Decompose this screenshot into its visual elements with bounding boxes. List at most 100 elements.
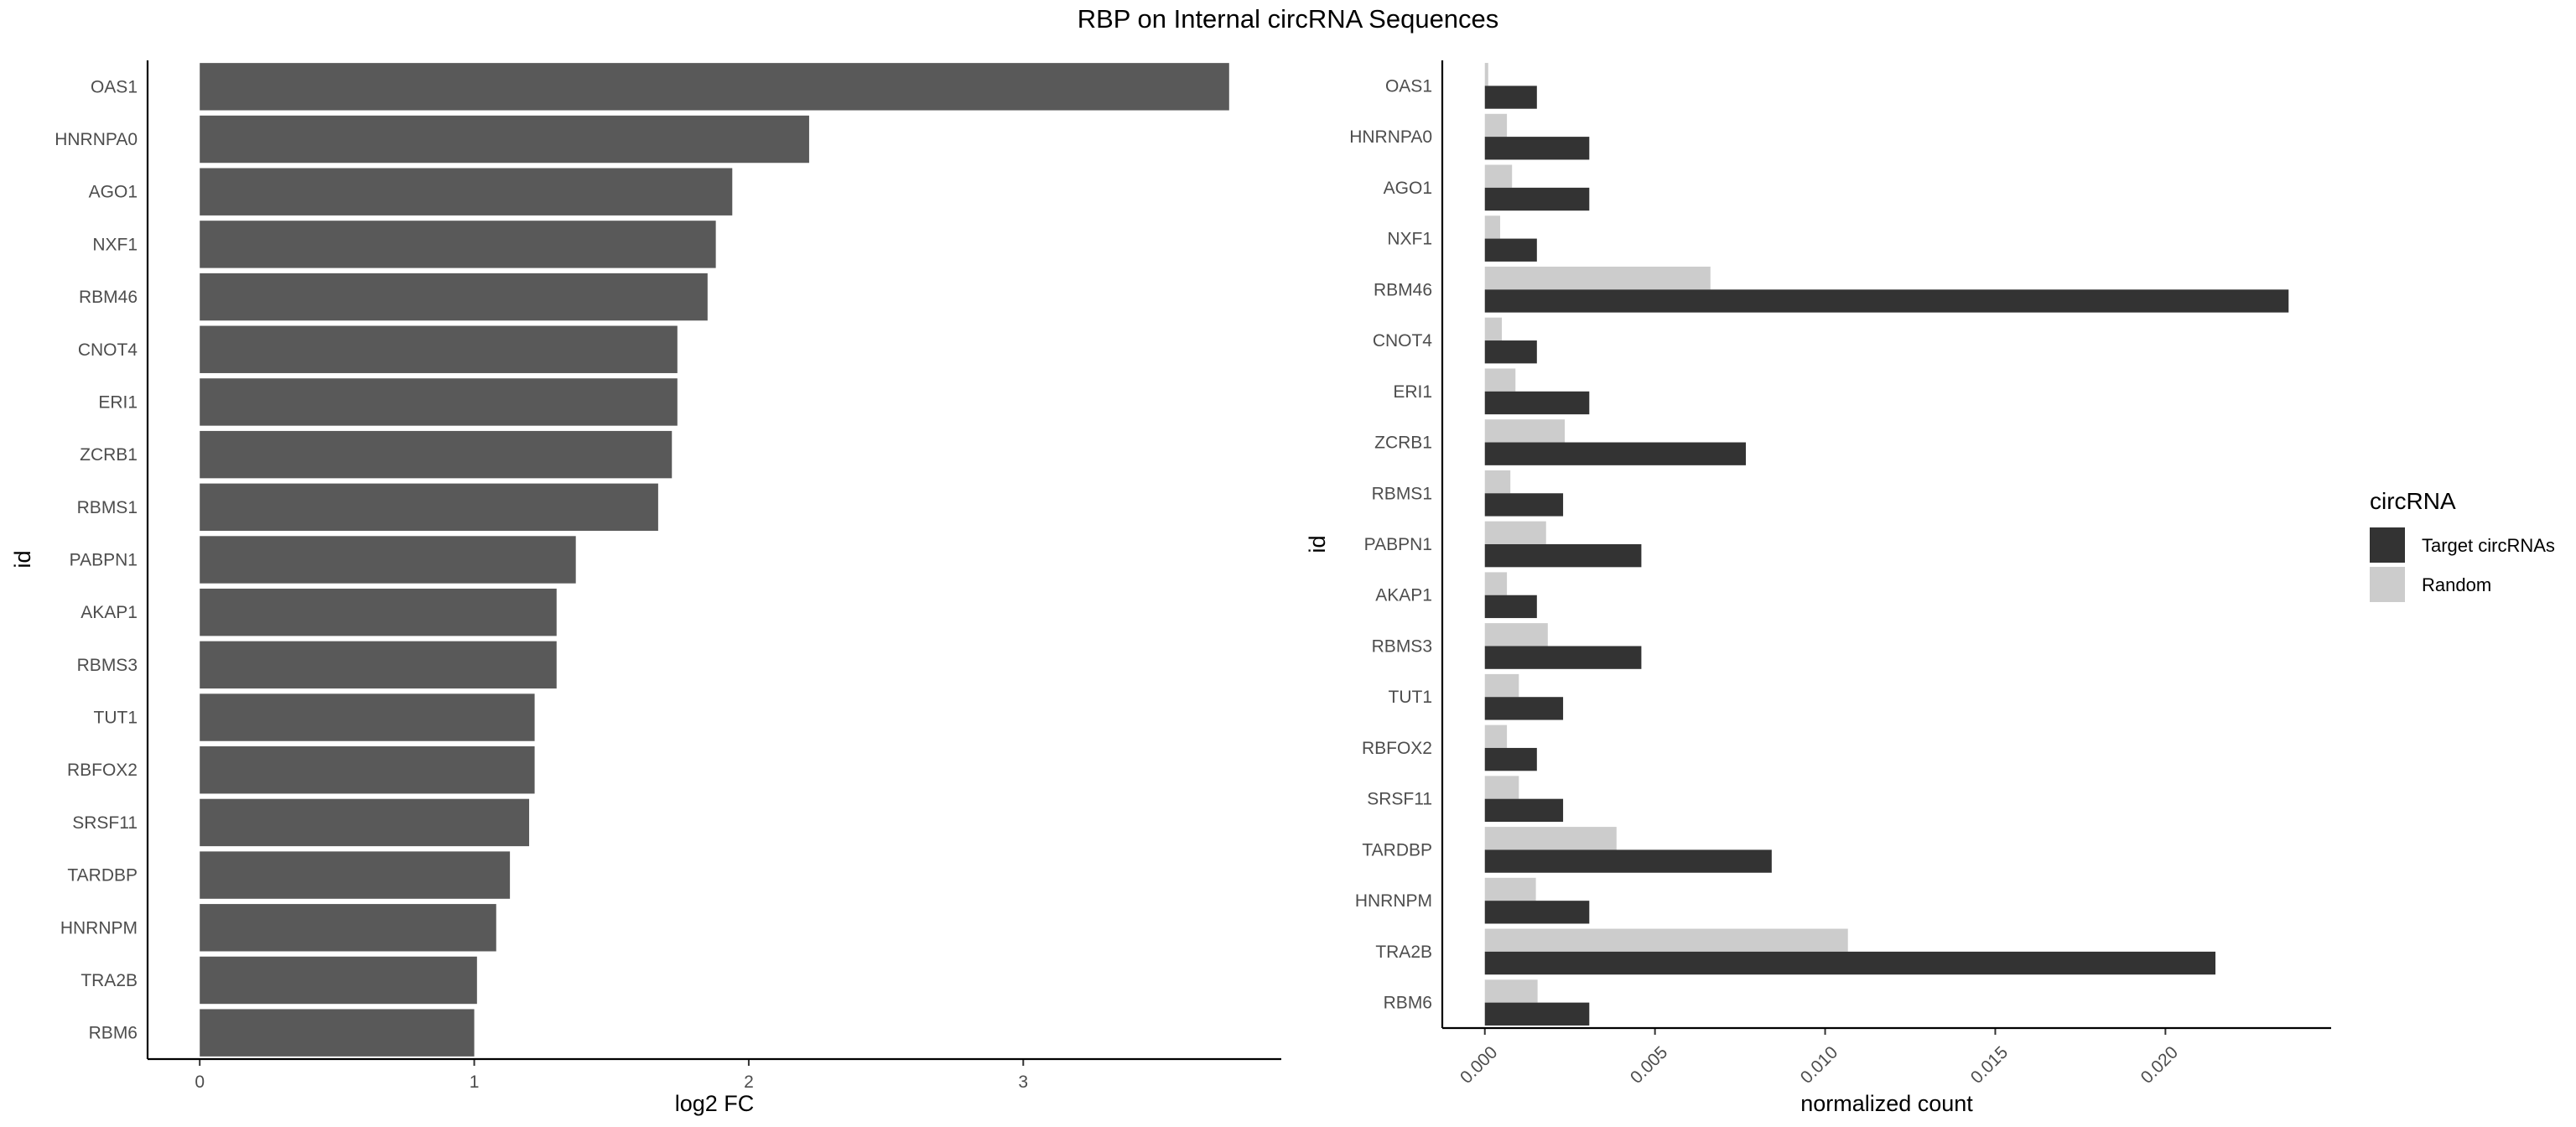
bar-nxf1 — [200, 221, 716, 268]
y-tick-label: HNRNPA0 — [1349, 127, 1432, 147]
bar-random-tut1 — [1484, 673, 1519, 698]
x-tick-label: 0 — [195, 1072, 205, 1092]
bar-random-rbfox2 — [1484, 724, 1508, 748]
bar-target-hnrnpa0 — [1484, 137, 1590, 160]
x-tick-label: 3 — [1018, 1072, 1028, 1092]
y-tick-label: OAS1 — [1385, 76, 1432, 96]
y-tick-label: TRA2B — [1375, 943, 1432, 962]
bar-target-rbm6 — [1484, 1002, 1590, 1026]
x-tick-label: 2 — [744, 1072, 754, 1092]
left-x-axis-title: log2 FC — [675, 1091, 755, 1116]
bar-random-pabpn1 — [1484, 521, 1546, 544]
figure-title: RBP on Internal circRNA Sequences — [1078, 4, 1499, 34]
legend-label-random: Random — [2422, 574, 2491, 595]
bar-srsf11 — [200, 798, 530, 847]
x-tick-label: 1 — [470, 1072, 480, 1092]
bar-random-tra2b — [1484, 928, 1848, 952]
bar-ago1 — [200, 168, 733, 216]
bar-target-srsf11 — [1484, 798, 1564, 823]
left-bars — [200, 63, 1229, 1057]
right-x-axis-title: normalized count — [1800, 1091, 1973, 1116]
x-tick-label: 0.020 — [2137, 1042, 2182, 1087]
right-x-ticks: 0.000 0.005 0.010 0.015 0.020 — [1457, 1028, 2182, 1088]
bar-target-tut1 — [1484, 697, 1564, 720]
bar-random-srsf11 — [1484, 776, 1519, 799]
bar-target-hnrnpm — [1484, 901, 1590, 924]
x-tick-label: 0.010 — [1797, 1042, 1841, 1087]
bar-random-hnrnpa0 — [1484, 113, 1508, 138]
y-tick-label: CNOT4 — [78, 340, 138, 360]
y-tick-label: HNRNPM — [1355, 891, 1432, 911]
bar-hnrnpm — [200, 904, 496, 952]
bar-random-eri1 — [1484, 368, 1516, 392]
bar-target-akap1 — [1484, 595, 1537, 619]
y-tick-label: PABPN1 — [70, 551, 138, 570]
y-tick-label: CNOT4 — [1373, 331, 1432, 351]
y-tick-label: RBMS3 — [77, 656, 138, 675]
right-category-labels: OAS1 HNRNPA0 AGO1 NXF1 RBM46 CNOT4 ERI1 ZCRB1 RB… — [1349, 76, 1432, 1012]
y-tick-label: TARDBP — [67, 866, 138, 886]
bar-random-hnrnpm — [1484, 877, 1536, 901]
y-tick-label: TRA2B — [80, 971, 138, 990]
y-tick-label: RBFOX2 — [1362, 739, 1432, 758]
y-tick-label: RBMS1 — [77, 498, 138, 517]
y-tick-label: AGO1 — [1384, 179, 1432, 198]
right-bars — [1484, 63, 2289, 1026]
bar-target-eri1 — [1484, 391, 1590, 415]
bar-target-tra2b — [1484, 951, 2216, 975]
bar-rbm46 — [200, 273, 708, 321]
bar-rbms1 — [200, 483, 658, 532]
y-tick-label: ZCRB1 — [1374, 434, 1432, 453]
y-tick-label: ERI1 — [1393, 382, 1432, 402]
bar-target-pabpn1 — [1484, 544, 1642, 568]
bar-random-zcrb1 — [1484, 419, 1566, 443]
bar-target-rbfox2 — [1484, 747, 1537, 771]
bar-target-tardbp — [1484, 849, 1772, 873]
bar-zcrb1 — [200, 430, 673, 479]
bar-hnrnpa0 — [200, 115, 809, 164]
y-tick-label: TUT1 — [1389, 688, 1433, 707]
left-x-ticks: 0 1 2 3 — [195, 1059, 1028, 1092]
y-tick-label: RBMS3 — [1372, 636, 1432, 656]
left-y-axis-title: id — [10, 550, 35, 568]
bar-random-ago1 — [1484, 164, 1513, 188]
y-tick-label: NXF1 — [1387, 230, 1432, 249]
y-tick-label: TARDBP — [1362, 840, 1432, 860]
legend-key-random — [2370, 567, 2405, 602]
y-tick-label: HNRNPA0 — [55, 130, 138, 149]
bar-target-rbms1 — [1484, 493, 1564, 517]
y-tick-label: TUT1 — [94, 709, 138, 728]
bar-random-nxf1 — [1484, 216, 1500, 239]
y-tick-label: OAS1 — [91, 77, 138, 96]
bar-random-rbms3 — [1484, 623, 1548, 647]
y-tick-label: RBM6 — [89, 1024, 138, 1043]
legend-title: circRNA — [2370, 488, 2456, 514]
y-tick-label: RBFOX2 — [67, 761, 138, 780]
bar-random-rbm6 — [1484, 979, 1538, 1003]
y-tick-label: NXF1 — [92, 235, 138, 254]
y-tick-label: AKAP1 — [80, 603, 138, 622]
y-tick-label: RBM46 — [79, 288, 138, 307]
bar-target-rbms3 — [1484, 646, 1642, 669]
bar-cnot4 — [200, 325, 678, 373]
bar-akap1 — [200, 588, 557, 636]
y-tick-label: RBM46 — [1374, 280, 1432, 299]
y-tick-label: AGO1 — [89, 183, 138, 202]
bar-target-cnot4 — [1484, 340, 1537, 364]
bar-tardbp — [200, 851, 511, 899]
bar-target-nxf1 — [1484, 238, 1537, 262]
bar-rbms3 — [200, 641, 557, 689]
x-tick-label: 0.005 — [1627, 1042, 1671, 1087]
y-tick-label: RBMS1 — [1372, 484, 1432, 503]
bar-oas1 — [200, 63, 1229, 111]
y-tick-label: PABPN1 — [1364, 535, 1432, 554]
bar-random-tardbp — [1484, 827, 1617, 850]
legend-label-target: Target circRNAs — [2422, 535, 2555, 556]
bar-rbfox2 — [200, 746, 535, 794]
left-chart-panel: OAS1 HNRNPA0 AGO1 NXF1 RBM46 CNOT4 ERI1 ZCRB1 RB… — [10, 60, 1281, 1116]
y-tick-label: SRSF11 — [1367, 790, 1432, 809]
legend-key-target — [2370, 527, 2405, 563]
bar-random-oas1 — [1484, 63, 1488, 86]
y-tick-label: ZCRB1 — [80, 445, 138, 465]
bar-target-zcrb1 — [1484, 442, 1746, 465]
